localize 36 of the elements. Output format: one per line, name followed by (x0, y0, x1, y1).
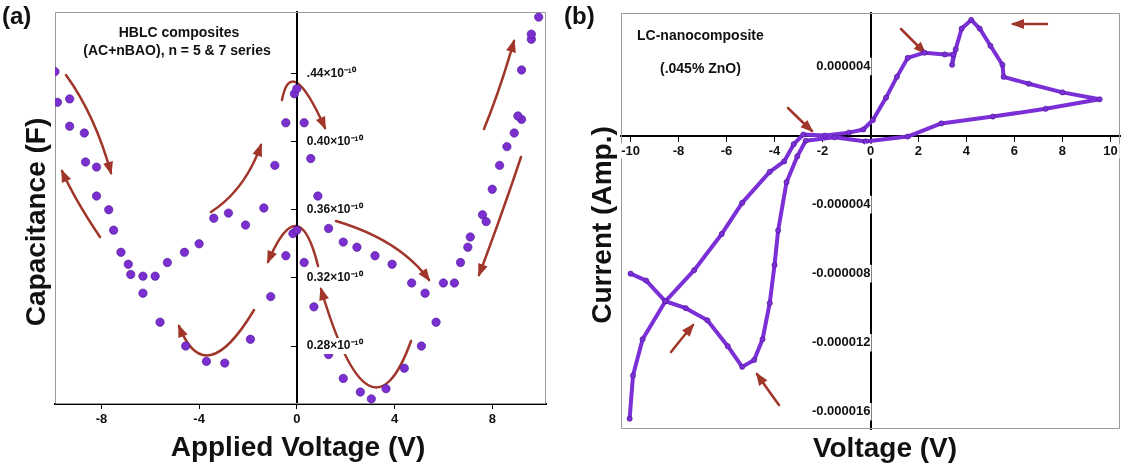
x-tick-label: 10 (1103, 142, 1118, 158)
x-tick-label: -4 (768, 142, 782, 158)
x-axis-title: Applied Voltage (V) (170, 431, 426, 462)
text: (b) (564, 2, 595, 29)
y-axis-title: Capacitance (F) (20, 117, 51, 327)
annotation: (AC+nBAO), n = 5 & 7 series (83, 42, 271, 58)
x-tick-label: 8 (1058, 142, 1067, 158)
annotation: LC-nanocomposite (637, 27, 764, 43)
x-tick-label: -6 (720, 142, 733, 158)
x-tick-label: -8 (95, 411, 108, 427)
y-tick-label: -0.000008 (811, 265, 871, 281)
annotation: HBLC composites (118, 24, 240, 40)
x-tick-label: 0 (866, 142, 875, 158)
x-tick-label: -8 (672, 142, 685, 158)
x-tick-label: 6 (1010, 142, 1019, 158)
y-tick-label: .44×10⁻¹⁰ (306, 65, 357, 80)
x-tick-label: -10 (621, 142, 640, 158)
y-tick-label: 0.28×10⁻¹⁰ (306, 338, 364, 353)
y-tick-label: -0.000016 (811, 403, 871, 419)
text: (a) (2, 2, 32, 29)
x-tick-label: 8 (488, 411, 496, 427)
y-tick-label: -0.000012 (811, 334, 871, 350)
y-tick-label: -0.000004 (811, 196, 872, 212)
x-tick-label: -4 (193, 411, 206, 427)
x-tick-label: 0 (293, 411, 301, 427)
x-tick-label: 4 (390, 411, 399, 427)
y-tick-label: 0.32×10⁻¹⁰ (306, 270, 364, 285)
y-tick-label: 0.000004 (816, 58, 872, 74)
y-axis-title: Current (Amp.) (586, 126, 617, 324)
x-tick-label: 4 (962, 142, 971, 158)
x-tick-label: -2 (816, 142, 829, 158)
x-tick-label: 2 (914, 142, 923, 158)
annotation: (.045% ZnO) (660, 60, 741, 76)
y-tick-label: 0.40×10⁻¹⁰ (306, 133, 364, 148)
y-tick-label: 0.36×10⁻¹⁰ (306, 202, 364, 217)
x-axis-title: Voltage (V) (812, 432, 958, 463)
